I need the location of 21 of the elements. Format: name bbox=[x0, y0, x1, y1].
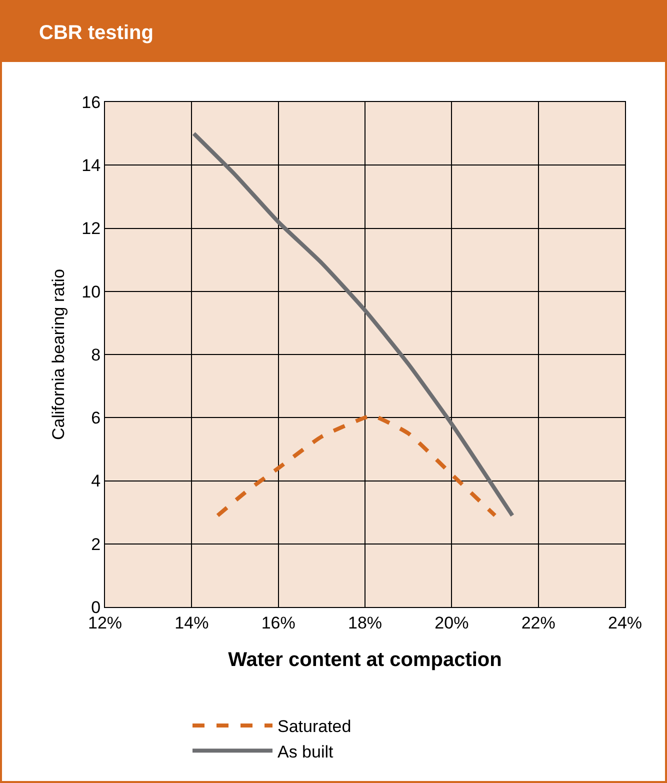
y-tick-label: 6 bbox=[91, 408, 101, 428]
line-series bbox=[192, 132, 514, 518]
x-tick-label: 24% bbox=[608, 613, 642, 632]
y-tick-label: 14 bbox=[82, 156, 101, 176]
y-tick-label: 8 bbox=[91, 345, 101, 364]
y-tick-label: 10 bbox=[82, 282, 101, 302]
line-series bbox=[216, 414, 497, 518]
legend-label: Saturated bbox=[278, 717, 352, 736]
chart-title: CBR testing bbox=[2, 2, 665, 62]
x-tick-label: 14% bbox=[174, 613, 209, 632]
y-axis-title: California bearing ratio bbox=[49, 268, 68, 440]
x-tick-label: 18% bbox=[348, 613, 382, 632]
y-tick-label: 16 bbox=[82, 92, 101, 112]
y-tick-label: 4 bbox=[91, 472, 101, 491]
x-tick-label: 22% bbox=[521, 613, 556, 632]
legend-label: As built bbox=[278, 742, 334, 762]
x-tick-label: 16% bbox=[261, 613, 296, 632]
x-axis-title: Water content at compaction bbox=[228, 648, 502, 671]
x-tick-label: 20% bbox=[434, 613, 469, 632]
y-tick-label: 2 bbox=[91, 534, 101, 554]
y-tick-label: 12 bbox=[82, 219, 101, 238]
